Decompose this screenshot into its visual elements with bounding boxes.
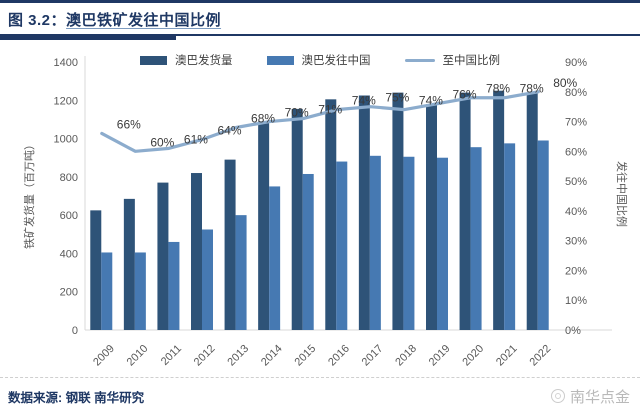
- right-axis-tick: 0%: [565, 325, 581, 337]
- brand-name: 南华点金: [569, 388, 630, 406]
- bar-total-shipments: [291, 108, 303, 331]
- left-axis-tick: 200: [60, 287, 78, 299]
- brand-logo-icon: [550, 389, 565, 403]
- left-axis-tick: 1000: [54, 134, 78, 146]
- right-axis-tick: 80%: [565, 87, 587, 99]
- left-axis-tick: 1400: [54, 57, 78, 69]
- bar-total-shipments: [459, 92, 471, 330]
- ratio-data-label: 60%: [150, 135, 174, 149]
- bar-total-shipments: [90, 210, 102, 330]
- figure-title: 澳巴铁矿发往中国比例: [66, 12, 222, 29]
- left-axis-tick: 1200: [54, 95, 78, 107]
- x-axis-tick: 2022: [528, 343, 554, 369]
- bar-total-shipments: [493, 90, 505, 330]
- x-axis-tick: 2015: [293, 343, 319, 369]
- x-axis-tick: 2019: [427, 343, 453, 369]
- ratio-data-label: 78%: [520, 82, 544, 96]
- x-axis-tick: 2021: [494, 343, 520, 369]
- x-axis-tick: 2012: [192, 343, 218, 369]
- ratio-data-label: 75%: [385, 91, 409, 105]
- ratio-data-label: 78%: [486, 82, 510, 96]
- bar-shipments-to-china: [168, 241, 180, 330]
- ratio-data-label: 66%: [117, 117, 141, 131]
- data-source: 数据来源: 钢联 南华研究: [8, 390, 145, 405]
- ratio-data-label: 80%: [553, 76, 577, 90]
- right-axis-tick: 50%: [565, 176, 587, 188]
- right-axis-tick: 30%: [565, 236, 587, 248]
- left-axis-tick: 800: [60, 172, 78, 184]
- right-axis-tick: 60%: [565, 146, 587, 158]
- ratio-data-label: 74%: [419, 94, 443, 108]
- bar-shipments-to-china: [302, 173, 314, 330]
- left-axis-tick: 600: [60, 210, 78, 222]
- bar-shipments-to-china: [504, 143, 516, 330]
- x-axis-tick: 2010: [125, 343, 151, 369]
- bar-shipments-to-china: [470, 147, 482, 330]
- bar-shipments-to-china: [134, 252, 146, 330]
- bar-total-shipments: [325, 99, 337, 330]
- combo-chart: 0 200 400 600 800 1000 1200 1400 0% 10% 20% 30% 40% 5…: [54, 56, 612, 369]
- right-axis-tick: 10%: [565, 295, 587, 307]
- right-axis-tick: 20%: [565, 265, 587, 277]
- x-axis-tick: 2020: [460, 343, 486, 369]
- x-axis-tick: 2011: [159, 343, 184, 368]
- bar-shipments-to-china: [269, 186, 281, 330]
- ratio-data-label: 61%: [184, 132, 208, 146]
- right-axis-title: 发往中国比例: [615, 161, 627, 227]
- right-axis-tick: 70%: [565, 117, 587, 129]
- bar-total-shipments: [526, 92, 538, 330]
- header-accent-bar: [0, 36, 176, 40]
- ratio-line: [100, 90, 540, 153]
- right-axis-tick: 40%: [565, 206, 587, 218]
- bar-shipments-to-china: [235, 215, 247, 330]
- bar-total-shipments: [258, 121, 270, 330]
- ratio-data-label: 71%: [318, 103, 342, 117]
- bar-total-shipments: [157, 182, 169, 330]
- x-axis-tick: 2014: [259, 343, 285, 369]
- figure-number: 图 3.2：: [8, 12, 67, 29]
- x-axis-tick: 2009: [91, 343, 117, 369]
- ratio-data-label: 76%: [452, 88, 476, 102]
- bar-total-shipments: [358, 95, 370, 330]
- left-axis-tick: 400: [60, 248, 78, 260]
- x-axis-tick: 2013: [225, 343, 251, 369]
- ratio-data-label: 70%: [285, 106, 309, 120]
- bar-total-shipments: [191, 173, 202, 330]
- page-footer: 数据来源: 钢联 南华研究 南华点金: [0, 377, 640, 414]
- bar-total-shipments: [224, 159, 236, 330]
- brand-mark: 南华点金: [550, 386, 630, 407]
- bar-total-shipments: [392, 92, 404, 330]
- ratio-data-label: 64%: [217, 123, 241, 137]
- right-axis-tick: 90%: [565, 57, 587, 69]
- bar-total-shipments: [426, 104, 437, 330]
- bar-total-shipments: [123, 198, 135, 330]
- figure-header: 图 3.2：澳巴铁矿发往中国比例: [0, 3, 640, 40]
- left-axis-title: 铁矿发货量（百万吨）: [24, 139, 36, 249]
- bar-shipments-to-china: [101, 252, 113, 330]
- bar-shipments-to-china: [202, 229, 213, 330]
- left-axis-tick: 0: [72, 325, 78, 337]
- ratio-data-label: 74%: [352, 94, 376, 108]
- bar-shipments-to-china: [369, 155, 381, 330]
- bar-shipments-to-china: [437, 157, 448, 330]
- ratio-data-label: 68%: [251, 112, 275, 126]
- bar-shipments-to-china: [336, 161, 348, 330]
- bar-shipments-to-china: [537, 140, 549, 330]
- x-axis-tick: 2017: [360, 343, 386, 369]
- bar-shipments-to-china: [403, 156, 415, 330]
- chart-area: 澳巴发货量 澳巴发往中国 至中国比例 铁矿发货量（百万吨） 发往中国比例 0 20…: [0, 36, 640, 377]
- x-axis-tick: 2018: [393, 343, 419, 369]
- x-axis-tick: 2016: [326, 343, 352, 369]
